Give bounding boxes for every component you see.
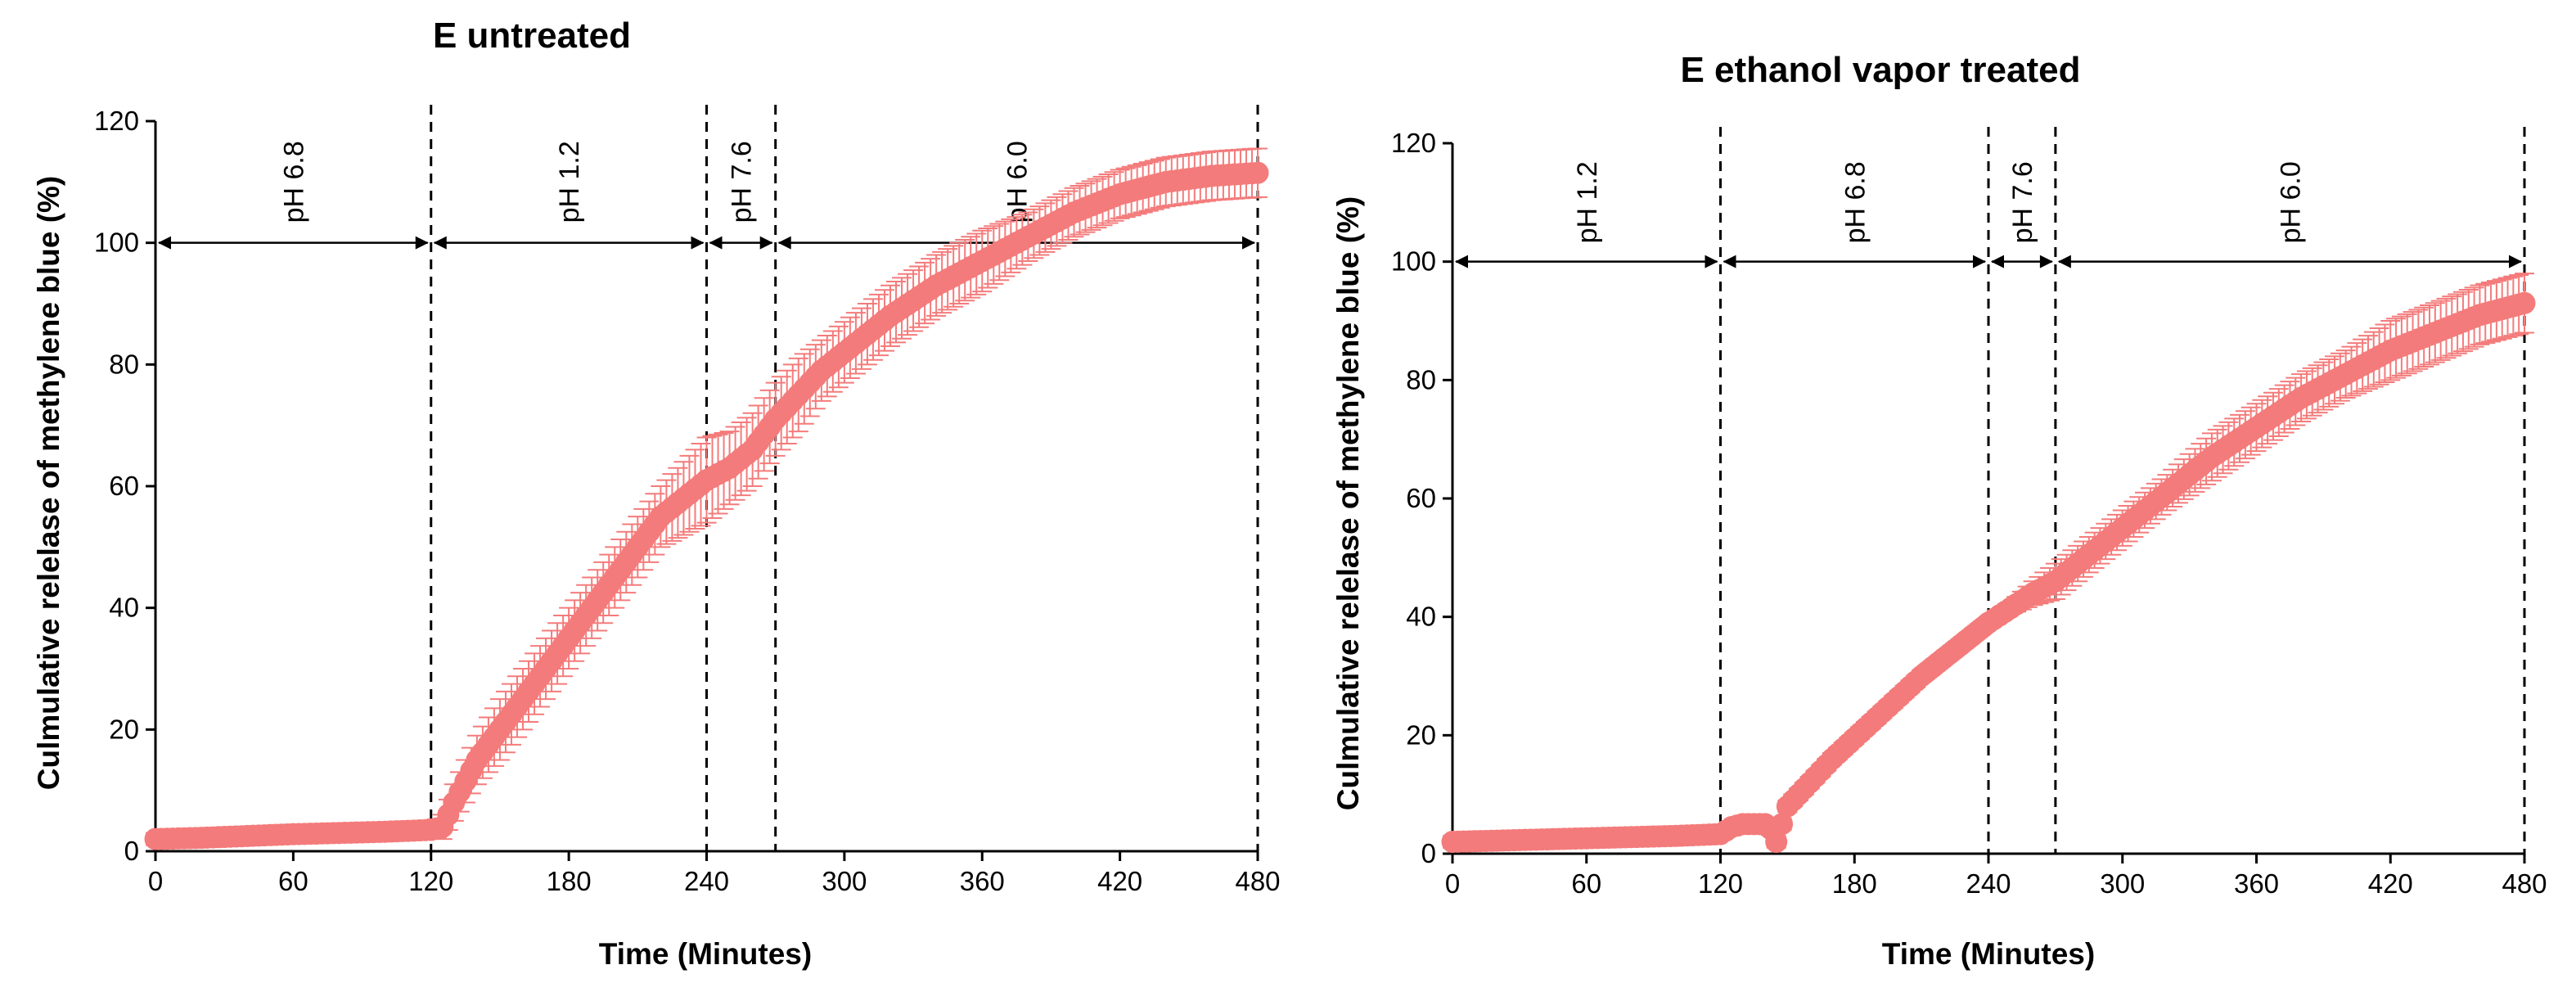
arrow-head — [2039, 255, 2053, 268]
y-tick-label: 120 — [94, 106, 139, 136]
x-tick-label: 180 — [547, 866, 592, 896]
chart-panel-ethanol-vapor-treated: E ethanol vapor treated Culmulative rele… — [1331, 50, 2547, 971]
arrow-head — [759, 236, 773, 250]
arrow-head — [1723, 255, 1736, 268]
arrow-head — [2057, 255, 2071, 268]
phase-label: pH 6.0 — [2275, 161, 2306, 243]
arrow-head — [1705, 255, 1718, 268]
data-point — [1246, 161, 1269, 184]
y-tick-label: 60 — [1406, 483, 1436, 513]
y-tick-label: 0 — [124, 836, 139, 866]
x-axis-label: Time (Minutes) — [1882, 937, 2095, 971]
y-tick-label: 40 — [1406, 602, 1436, 632]
phase-arrow — [1455, 255, 1718, 268]
phase-label: pH 7.6 — [2007, 161, 2038, 243]
data-series — [1441, 273, 2536, 854]
phase-arrow — [1723, 255, 1986, 268]
data-series — [144, 147, 1269, 850]
chart-title: E ethanol vapor treated — [1680, 50, 2080, 90]
phase-label: pH 6.0 — [1002, 141, 1033, 223]
arrow-head — [1455, 255, 1468, 268]
arrow-head — [158, 236, 171, 250]
y-tick-label: 80 — [109, 349, 139, 379]
arrow-head — [1242, 236, 1255, 250]
arrow-head — [415, 236, 429, 250]
x-tick-label: 300 — [2100, 868, 2145, 899]
x-tick-label: 420 — [2368, 868, 2413, 899]
x-tick-label: 480 — [1235, 866, 1280, 896]
chart-title: E untreated — [433, 16, 631, 56]
phase-arrow — [158, 236, 429, 250]
plot-area: 0 20 40 60 80 100 120 0 60 120 180 240 300 360 420 480 p… — [94, 105, 1281, 896]
y-tick-label: 100 — [94, 228, 139, 258]
x-tick-label: 0 — [1445, 868, 1460, 899]
arrow-head — [433, 236, 447, 250]
x-tick-label: 360 — [2234, 868, 2279, 899]
x-tick-label: 480 — [2502, 868, 2547, 899]
data-point — [2513, 291, 2536, 314]
x-tick-label: 0 — [148, 866, 163, 896]
x-tick-label: 240 — [684, 866, 729, 896]
x-tick-label: 300 — [822, 866, 867, 896]
phase-label: pH 7.6 — [727, 141, 758, 223]
chart-panel-untreated: E untreated Culmulative relelase of meth… — [32, 16, 1281, 971]
phase-label: pH 6.8 — [278, 141, 309, 223]
phase-label: pH 1.2 — [554, 141, 585, 223]
x-tick-label: 60 — [1571, 868, 1601, 899]
phase-arrow — [1991, 255, 2053, 268]
phase-arrow — [2057, 255, 2522, 268]
x-tick-label: 180 — [1832, 868, 1877, 899]
plot-area: 0 20 40 60 80 100 120 0 60 120 180 240 300 360 420 480 p… — [1391, 127, 2547, 899]
arrow-head — [777, 236, 791, 250]
x-tick-label: 240 — [1966, 868, 2011, 899]
x-tick-label: 120 — [1698, 868, 1743, 899]
x-tick-label: 360 — [960, 866, 1005, 896]
x-tick-label: 420 — [1097, 866, 1142, 896]
phase-label: pH 6.8 — [1840, 161, 1871, 243]
phase-label: pH 1.2 — [1572, 161, 1603, 243]
phase-arrow — [709, 236, 773, 250]
y-tick-label: 100 — [1391, 246, 1436, 277]
y-tick-label: 60 — [109, 471, 139, 501]
y-axis-label: Culmulative relelase of methylene blue (… — [32, 176, 65, 791]
arrow-head — [1991, 255, 2004, 268]
y-tick-label: 120 — [1391, 128, 1436, 158]
y-tick-label: 20 — [109, 714, 139, 744]
arrow-head — [2509, 255, 2522, 268]
y-axis-label: Culmulative relelase of methylene blue (… — [1331, 196, 1365, 811]
y-tick-label: 40 — [109, 593, 139, 623]
y-tick-label: 20 — [1406, 719, 1436, 750]
x-tick-label: 60 — [278, 866, 308, 896]
y-tick-label: 0 — [1421, 838, 1436, 868]
x-axis-label: Time (Minutes) — [599, 937, 812, 971]
arrow-head — [1973, 255, 1986, 268]
y-tick-label: 80 — [1406, 364, 1436, 395]
x-tick-label: 120 — [408, 866, 453, 896]
phase-arrow — [433, 236, 705, 250]
arrow-head — [691, 236, 705, 250]
arrow-head — [709, 236, 723, 250]
